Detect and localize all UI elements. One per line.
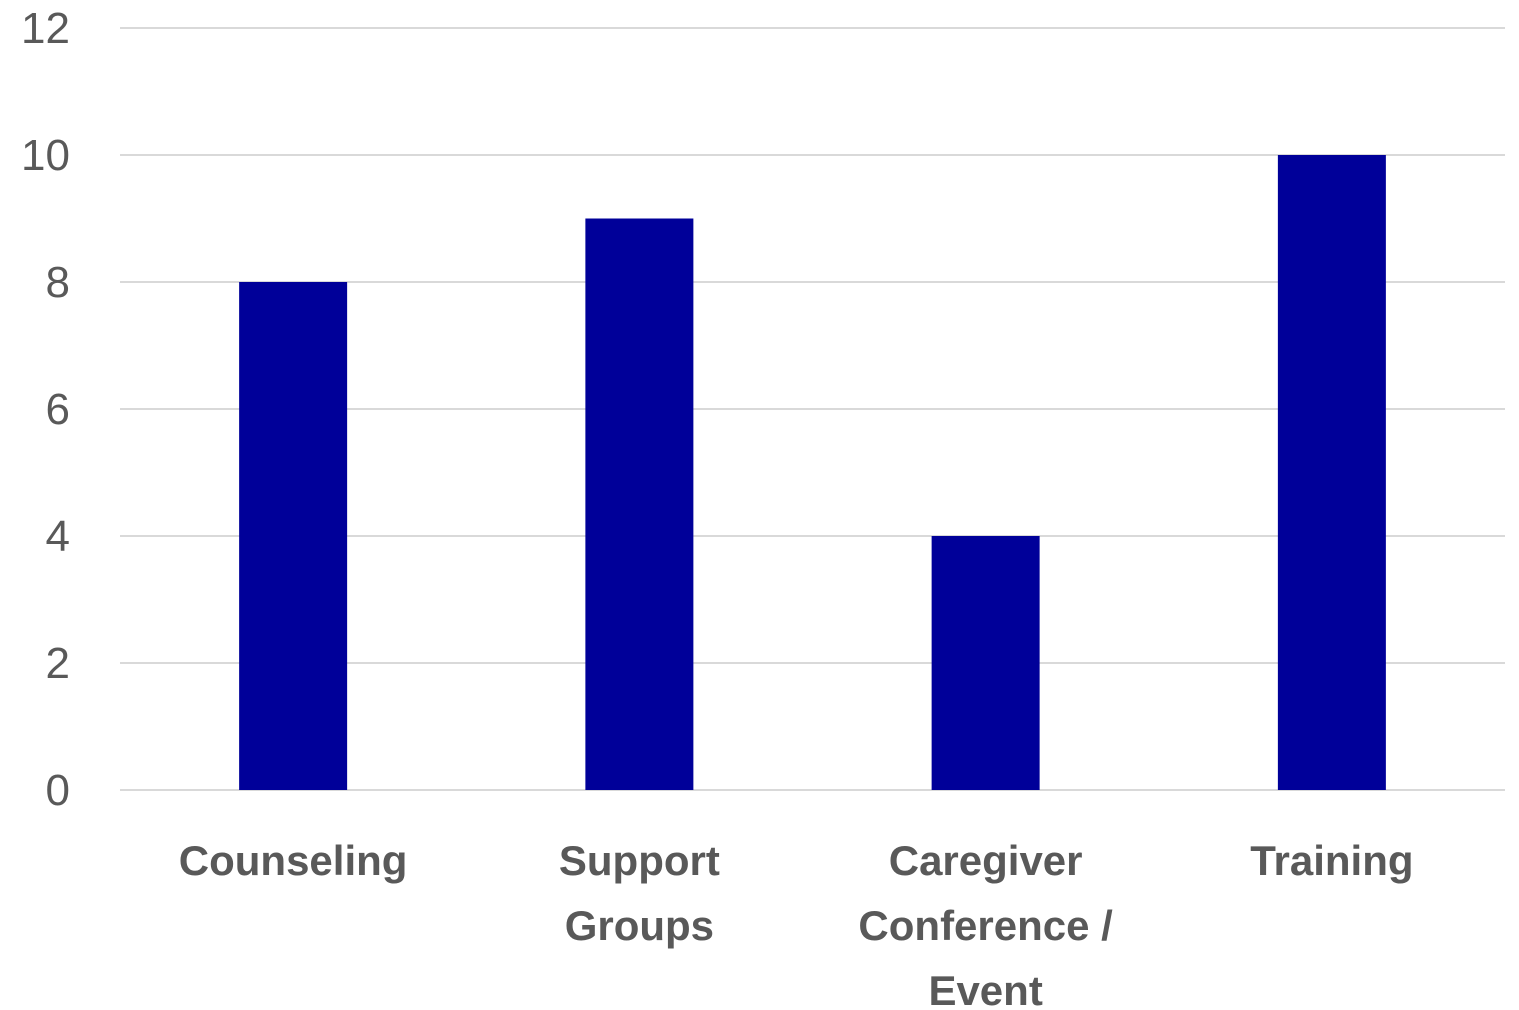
- y-tick-label: 12: [21, 4, 70, 53]
- x-axis-ticks: Counseling Support Groups Caregiver Conferen…: [179, 837, 1414, 1010]
- gridlines: [120, 27, 1505, 791]
- bar-support-groups: [585, 218, 694, 790]
- x-tick-label: Caregiver Conference / Event: [858, 837, 1113, 1010]
- y-tick-label: 0: [46, 766, 70, 815]
- x-tick-label-line: Event: [928, 967, 1042, 1010]
- y-axis-ticks: 0 2 4 6 8 10 12: [21, 4, 70, 815]
- y-tick-label: 10: [21, 131, 70, 180]
- bar-caregiver-conference-event: [931, 536, 1040, 790]
- x-tick-label-line: Conference /: [858, 902, 1113, 949]
- x-tick-label: Training: [1250, 837, 1413, 884]
- x-tick-label-line: Support: [559, 837, 720, 884]
- x-tick-label-line: Training: [1250, 837, 1413, 884]
- bar-training: [1277, 155, 1386, 790]
- x-tick-label: Counseling: [179, 837, 408, 884]
- y-tick-label: 2: [46, 639, 70, 688]
- x-tick-label-line: Groups: [565, 902, 714, 949]
- bar-counseling: [239, 282, 348, 790]
- y-tick-label: 6: [46, 385, 70, 434]
- x-tick-label-line: Caregiver: [889, 837, 1083, 884]
- y-tick-label: 4: [46, 512, 70, 561]
- bars: [239, 155, 1386, 790]
- y-tick-label: 8: [46, 258, 70, 307]
- x-tick-label-line: Counseling: [179, 837, 408, 884]
- x-tick-label: Support Groups: [559, 837, 720, 949]
